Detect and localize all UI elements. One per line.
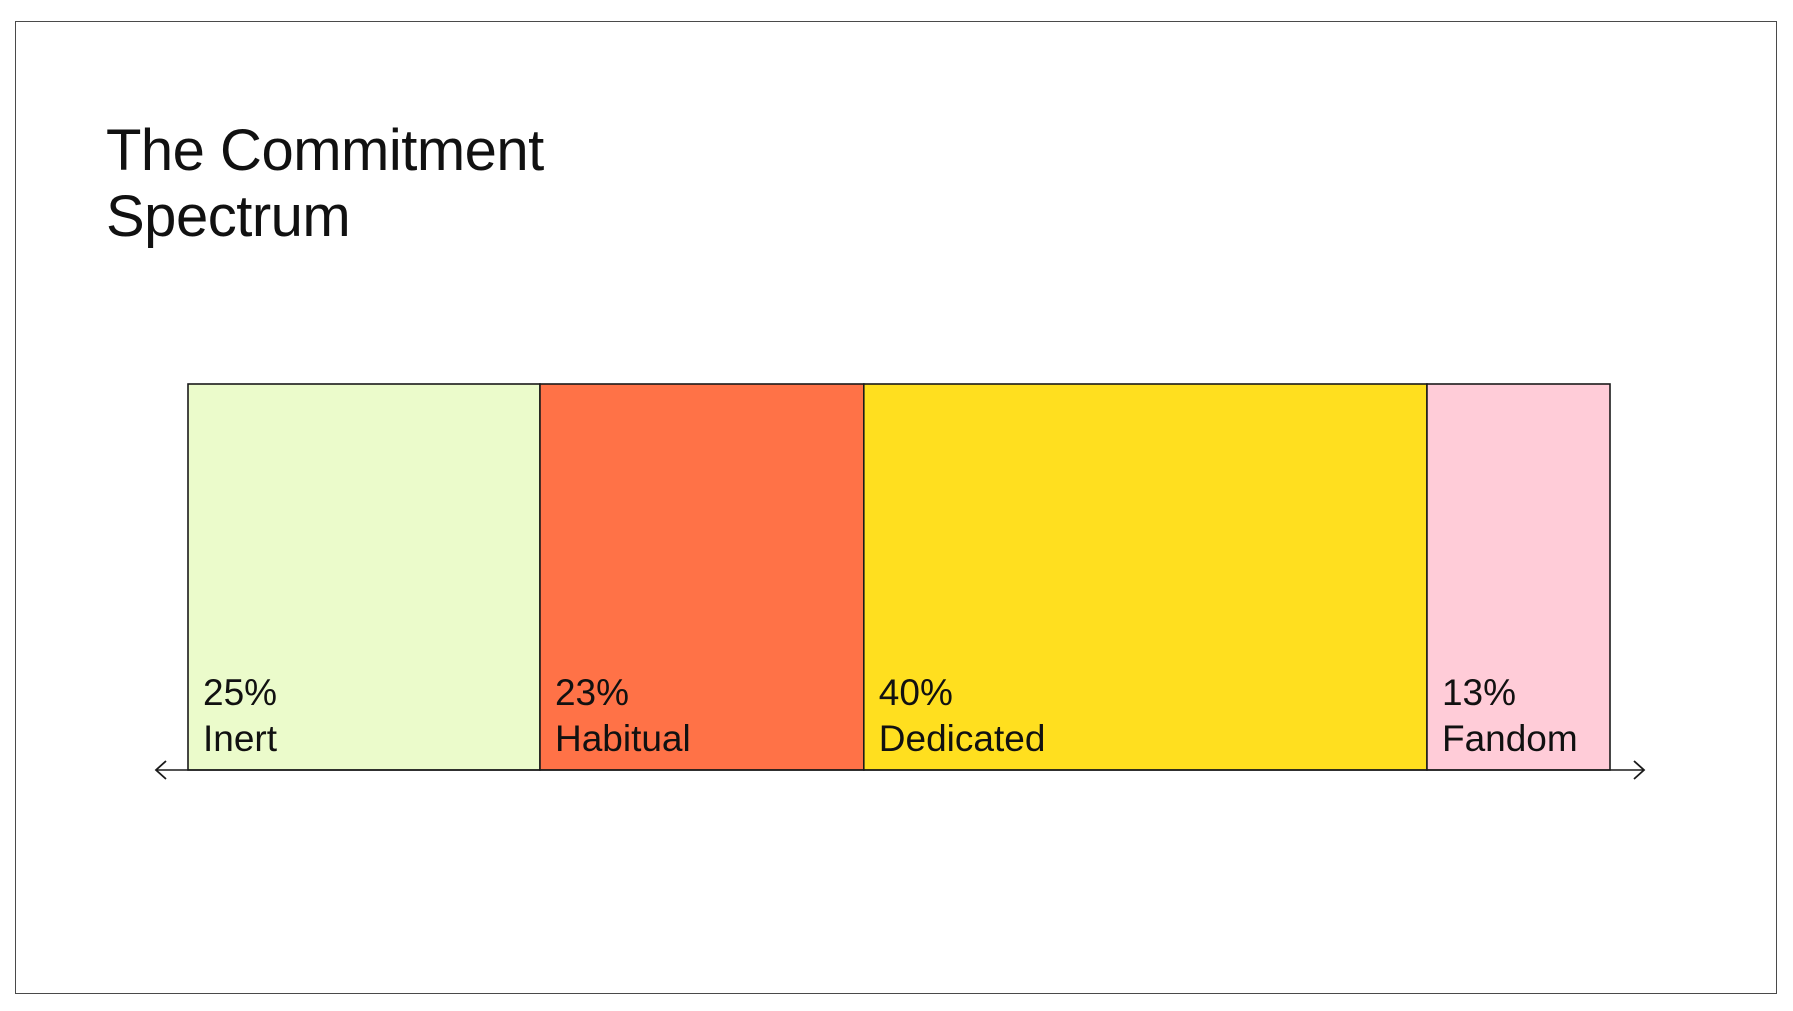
chart-labels: 25% Inert 23% Habitual 40% Dedicated 13% Fandom (203, 672, 1578, 759)
slide-title-line-2: Spectrum (106, 184, 351, 249)
segment-label-dedicated: Dedicated (879, 718, 1046, 759)
segment-habitual (539, 383, 865, 771)
right-arrow-icon (1633, 760, 1646, 780)
segment-fandom (1426, 383, 1611, 771)
segment-value-dedicated: 40% (879, 672, 953, 713)
segment-value-fandom: 13% (1442, 672, 1516, 713)
slide-title-line-1: The Commitment (106, 118, 544, 183)
slide-title: The Commitment Spectrum (106, 118, 806, 250)
segment-label-fandom: Fandom (1442, 718, 1578, 759)
segment-label-inert: Inert (203, 718, 278, 759)
segment-dedicated (863, 383, 1428, 771)
segment-value-inert: 25% (203, 672, 277, 713)
segment-label-habitual: Habitual (555, 718, 691, 759)
left-arrow-icon (154, 760, 167, 780)
segment-value-habitual: 23% (555, 672, 629, 713)
chart-segments (187, 383, 1611, 771)
chart-axis (154, 760, 1646, 780)
